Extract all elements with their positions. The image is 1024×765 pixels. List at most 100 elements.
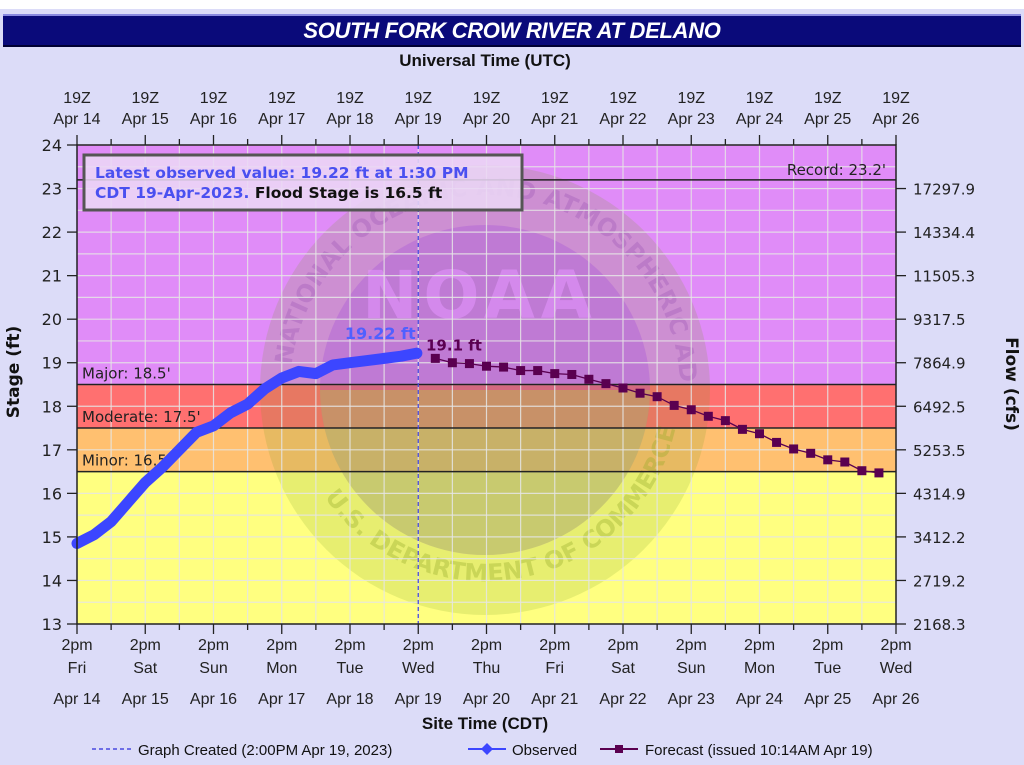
legend-forecast-label: Forecast (issued 10:14AM Apr 19)	[645, 742, 873, 759]
utc-tick-date: Apr 18	[326, 111, 373, 128]
utc-tick-time: 19Z	[473, 90, 501, 107]
utc-tick-time: 19Z	[200, 90, 228, 107]
watermark-noaa-text: NOAA	[362, 257, 598, 334]
cdt-tick-day: Wed	[880, 660, 913, 677]
stage-tick-label: 13	[42, 615, 62, 634]
utc-tick-time: 19Z	[677, 90, 705, 107]
forecast-first-value-label: 19.1 ft	[426, 336, 482, 354]
flow-tick-label: 7864.9	[913, 355, 966, 373]
utc-tick-date: Apr 17	[258, 111, 305, 128]
observed-line	[71, 347, 423, 549]
cdt-tick-time: 2pm	[676, 637, 707, 654]
cdt-tick-date: Apr 24	[736, 691, 783, 708]
cdt-tick-day: Sat	[611, 660, 636, 677]
cdt-tick-time: 2pm	[539, 637, 570, 654]
info-line-2: CDT 19-Apr-2023. Flood Stage is 16.5 ft	[95, 184, 443, 202]
forecast-marker	[857, 466, 867, 476]
cdt-tick-date: Apr 22	[599, 691, 646, 708]
cdt-tick-time: 2pm	[471, 637, 502, 654]
right-axis-title: Flow (cfs)	[1001, 337, 1021, 431]
forecast-marker	[430, 353, 440, 363]
cdt-tick-day: Fri	[68, 660, 87, 677]
cdt-tick-date: Apr 25	[804, 691, 851, 708]
forecast-marker	[686, 405, 696, 415]
cdt-tick-date: Apr 17	[258, 691, 305, 708]
utc-tick-time: 19Z	[63, 90, 91, 107]
axis-labels: Universal Time (UTC) 19Z Apr 14 19Z Apr 15 19…	[4, 51, 1021, 733]
utc-tick-date: Apr 25	[804, 111, 851, 128]
cdt-tick-date: Apr 14	[53, 691, 100, 708]
utc-tick-date: Apr 23	[668, 111, 715, 128]
legend: Graph Created (2:00PM Apr 19, 2023) Obser…	[92, 742, 873, 759]
cdt-tick-time: 2pm	[266, 637, 297, 654]
stage-tick-label: 15	[42, 528, 62, 547]
cdt-tick-date: Apr 16	[190, 691, 237, 708]
record-label: Record: 23.2'	[787, 161, 886, 179]
utc-tick-date: Apr 24	[736, 111, 783, 128]
utc-tick-date: Apr 20	[463, 111, 510, 128]
flow-tick-label: 11505.3	[913, 268, 975, 286]
stage-tick-label: 24	[42, 136, 62, 155]
forecast-marker	[652, 392, 662, 402]
forecast-marker	[823, 455, 833, 465]
forecast-marker	[789, 444, 799, 454]
utc-tick-time: 19Z	[131, 90, 159, 107]
forecast-marker	[601, 379, 611, 389]
forecast-marker	[533, 366, 543, 376]
utc-tick-date: Apr 15	[122, 111, 169, 128]
legend-observed-marker	[481, 743, 493, 755]
cdt-tick-day: Fri	[545, 660, 564, 677]
forecast-marker	[584, 374, 594, 384]
forecast-marker	[703, 411, 713, 421]
utc-tick-time: 19Z	[268, 90, 296, 107]
forecast-marker	[567, 369, 577, 379]
forecast-marker	[755, 429, 764, 439]
flow-tick-label: 2168.3	[913, 616, 966, 634]
legend-forecast-marker	[615, 745, 623, 753]
stage-tick-label: 22	[42, 223, 62, 242]
cdt-tick-day: Sat	[133, 660, 158, 677]
forecast-marker	[482, 361, 491, 371]
legend-graph-created-label: Graph Created (2:00PM Apr 19, 2023)	[138, 742, 392, 759]
stage-tick-label: 17	[42, 441, 62, 460]
watermark-lower-half	[320, 390, 650, 555]
utc-tick-time: 19Z	[541, 90, 569, 107]
cdt-tick-date: Apr 18	[326, 691, 373, 708]
minor-label: Minor: 16.5'	[82, 452, 171, 470]
flow-tick-label: 9317.5	[913, 311, 966, 329]
utc-tick-time: 19Z	[609, 90, 637, 107]
bottom-axis-title: Site Time (CDT)	[422, 714, 548, 733]
forecast-marker	[720, 416, 730, 426]
forecast-marker	[635, 388, 645, 398]
cdt-tick-day: Sun	[677, 660, 705, 677]
flow-tick-label: 5253.5	[913, 442, 966, 460]
utc-tick-time: 19Z	[814, 90, 842, 107]
top-axis-title: Universal Time (UTC)	[399, 51, 571, 70]
observed-series: 19.22 ft	[71, 324, 423, 549]
cdt-tick-day: Tue	[337, 660, 364, 677]
cdt-tick-time: 2pm	[334, 637, 365, 654]
utc-tick-date: Apr 21	[531, 111, 578, 128]
forecast-marker	[499, 362, 509, 372]
forecast-marker	[772, 437, 782, 447]
latest-observed-info-box: Latest observed value: 19.22 ft at 1:30 …	[82, 153, 524, 212]
cdt-tick-date: Apr 20	[463, 691, 510, 708]
chart-title: SOUTH FORK CROW RIVER AT DELANO	[303, 17, 721, 43]
stage-tick-label: 21	[42, 267, 62, 286]
flow-tick-label: 2719.2	[913, 572, 966, 590]
utc-tick-date: Apr 19	[395, 111, 442, 128]
utc-tick-date: Apr 22	[599, 111, 646, 128]
info-latest-observed-text: Latest observed value: 19.22 ft at 1:30 …	[95, 164, 469, 182]
cdt-tick-time: 2pm	[130, 637, 161, 654]
cdt-tick-day: Tue	[814, 660, 841, 677]
utc-tick-time: 19Z	[882, 90, 910, 107]
forecast-marker	[874, 468, 884, 478]
stage-tick-label: 19	[42, 354, 62, 373]
cdt-tick-day: Sun	[199, 660, 227, 677]
cdt-tick-date: Apr 26	[872, 691, 919, 708]
forecast-marker	[840, 457, 850, 467]
moderate-label: Moderate: 17.5'	[82, 408, 201, 426]
cdt-tick-day: Wed	[402, 660, 435, 677]
major-label: Major: 18.5'	[82, 365, 171, 383]
